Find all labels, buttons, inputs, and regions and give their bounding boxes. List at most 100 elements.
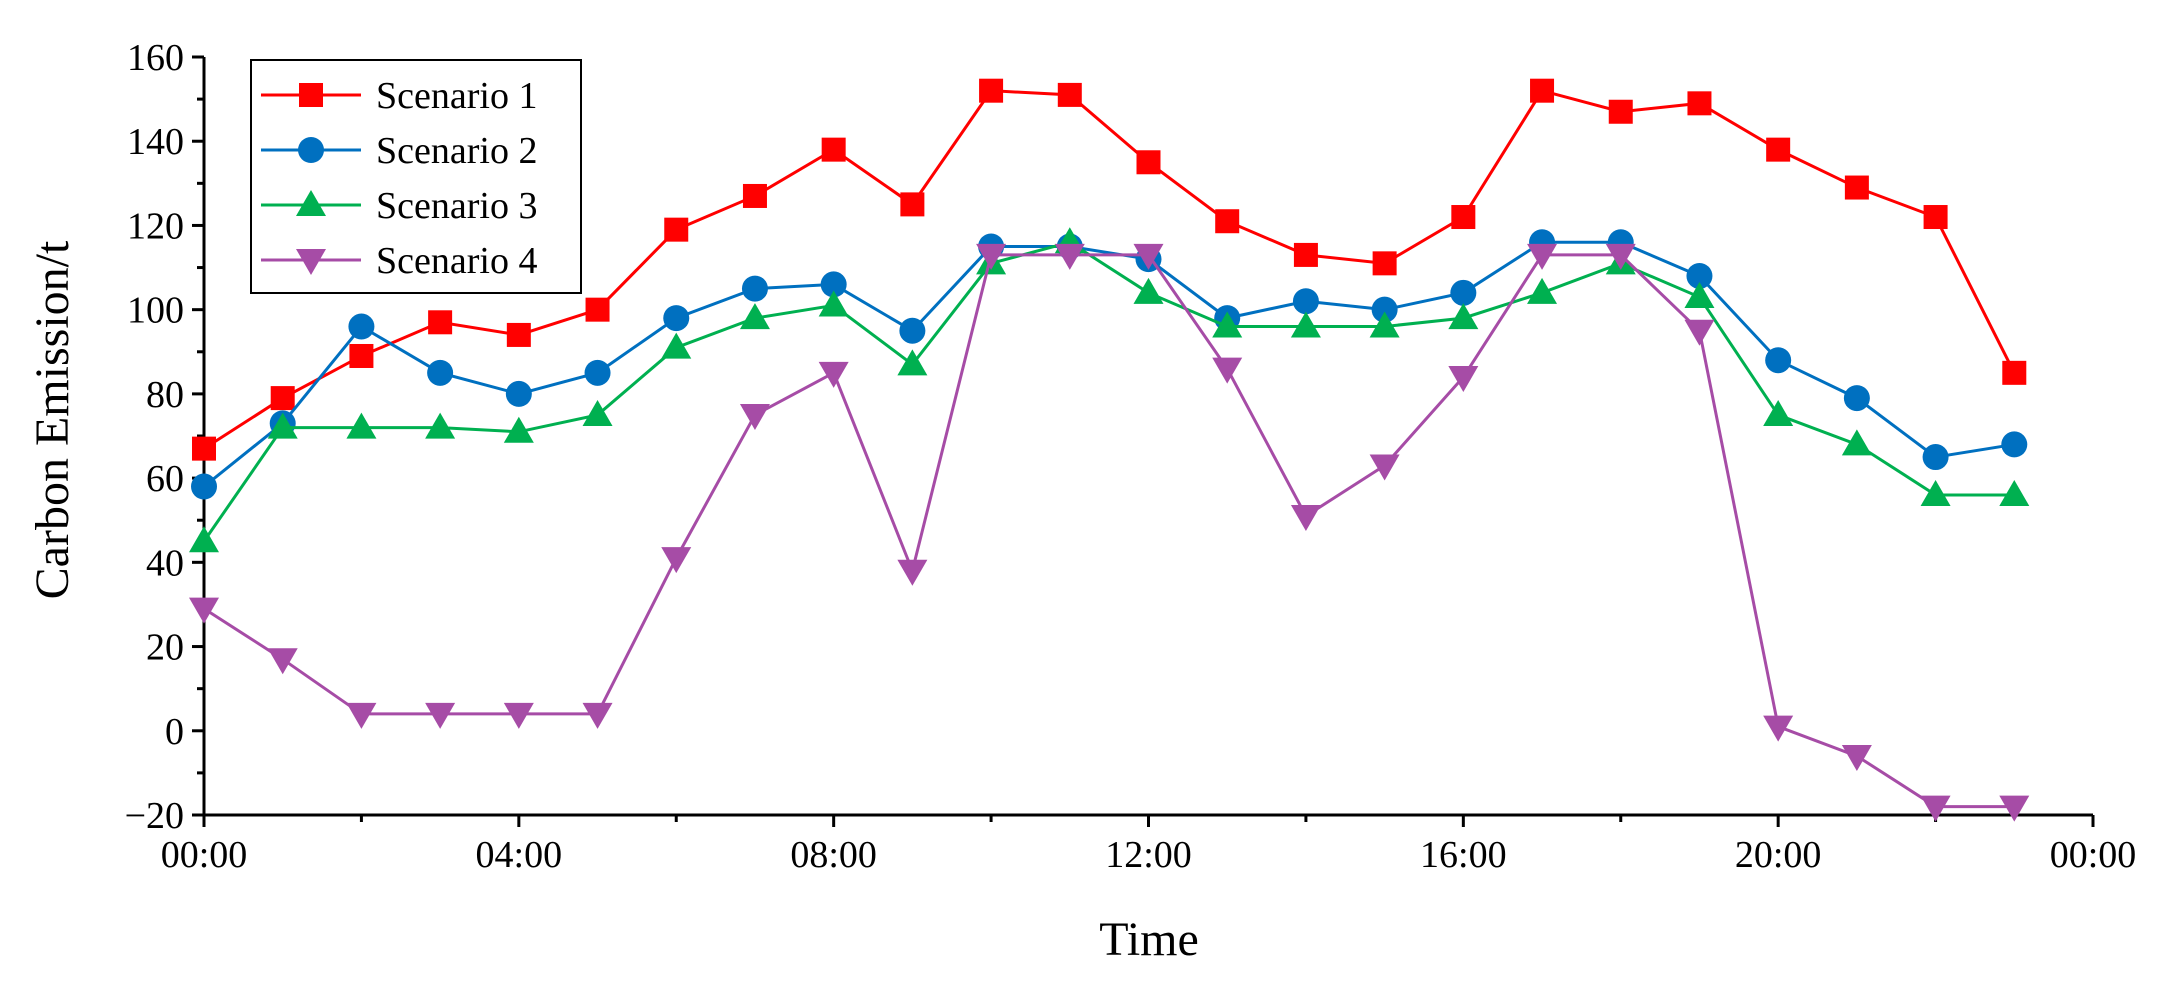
x-tick-label: 12:00 <box>1105 834 1192 876</box>
data-point <box>897 559 928 586</box>
legend-marker <box>296 249 326 275</box>
data-point <box>900 192 925 217</box>
data-point <box>1372 251 1397 276</box>
data-point <box>346 412 377 439</box>
data-point <box>664 217 689 242</box>
data-point <box>1605 243 1636 270</box>
legend-marker <box>296 190 326 216</box>
data-point <box>505 380 532 407</box>
data-point <box>192 436 216 461</box>
y-axis-title: Carbon Emission/t <box>26 240 79 599</box>
y-tick-label: 140 <box>127 121 184 163</box>
legend-item: Scenario 2 <box>261 130 537 172</box>
data-point <box>899 317 926 344</box>
data-point <box>582 399 613 426</box>
data-point <box>1841 745 1872 772</box>
data-point <box>818 361 849 388</box>
legend-item: Scenario 4 <box>261 240 537 282</box>
y-tick-label: 60 <box>146 458 184 500</box>
data-point <box>1451 205 1476 230</box>
data-point <box>428 310 453 335</box>
data-point <box>1763 715 1794 742</box>
series-1 <box>192 78 2027 461</box>
legend-label: Scenario 3 <box>376 185 537 227</box>
data-point <box>1920 795 1951 822</box>
data-point <box>270 386 295 411</box>
data-point <box>742 183 767 208</box>
data-point <box>1292 288 1319 315</box>
y-tick-label: 20 <box>146 627 184 669</box>
data-point <box>1215 209 1240 234</box>
data-point <box>1133 277 1164 304</box>
x-tick-label: 00:00 <box>2050 834 2137 876</box>
data-point <box>1844 175 1869 200</box>
series-line <box>202 240 2015 543</box>
data-point <box>1371 296 1398 323</box>
data-point <box>1136 150 1161 175</box>
data-point <box>1369 311 1400 338</box>
data-point <box>585 297 610 322</box>
data-point <box>1763 399 1794 426</box>
data-point <box>1608 99 1633 124</box>
data-point <box>1922 444 1949 471</box>
series-group <box>189 78 2030 822</box>
data-point <box>739 403 770 430</box>
data-point <box>2001 431 2028 458</box>
data-point <box>741 275 768 302</box>
y-tick-label: 80 <box>146 374 184 416</box>
data-point <box>1999 479 2030 506</box>
data-point <box>267 412 298 439</box>
data-point <box>425 702 456 729</box>
data-point <box>1448 366 1479 393</box>
data-point <box>1999 795 2030 822</box>
data-point <box>1843 385 1870 412</box>
data-point <box>1290 311 1321 338</box>
y-tick-label: 40 <box>146 542 184 584</box>
data-point <box>2002 360 2027 385</box>
data-point <box>425 412 456 439</box>
data-point <box>1684 282 1715 309</box>
series-line <box>203 240 2015 488</box>
legend-label: Scenario 2 <box>376 130 537 172</box>
data-point <box>349 343 374 368</box>
data-point <box>661 332 692 359</box>
data-point <box>897 349 928 376</box>
legend-item: Scenario 1 <box>261 75 537 117</box>
y-tick-label: 0 <box>165 711 184 753</box>
data-point <box>1841 429 1872 456</box>
data-point <box>503 416 534 443</box>
y-tick-label: −20 <box>125 795 184 837</box>
data-point <box>506 322 531 347</box>
data-point <box>1923 205 1948 230</box>
data-point <box>1054 243 1085 270</box>
data-point <box>1450 279 1477 306</box>
data-point <box>1530 78 1555 103</box>
data-point <box>818 290 849 317</box>
series-line <box>203 88 2016 450</box>
data-point <box>821 137 846 162</box>
data-point <box>191 473 217 500</box>
y-tick-label: 100 <box>127 290 184 332</box>
data-point <box>503 702 534 729</box>
y-tick-label: 160 <box>127 37 184 79</box>
axes: −20 0 20 40 60 80 100 120 140 160 00:00 04:00 08:00 1… <box>125 37 2137 876</box>
x-tick-label: 20:00 <box>1735 834 1822 876</box>
data-point <box>1057 82 1082 107</box>
data-point <box>661 547 692 574</box>
data-point <box>663 305 690 332</box>
data-point <box>348 313 375 340</box>
data-point <box>1766 137 1791 162</box>
legend-label: Scenario 4 <box>376 240 537 282</box>
x-axis-title: Time <box>1099 913 1199 966</box>
x-tick-label: 08:00 <box>790 834 877 876</box>
data-point <box>1527 243 1558 270</box>
legend: Scenario 1 Scenario 2 Scenario 3 Scenario 4 <box>250 59 582 294</box>
legend-marker <box>299 83 323 107</box>
data-point <box>267 648 298 675</box>
legend-marker <box>298 137 324 163</box>
data-point <box>1920 479 1951 506</box>
data-point <box>1133 243 1164 270</box>
data-point <box>346 702 377 729</box>
data-point <box>1293 242 1318 267</box>
